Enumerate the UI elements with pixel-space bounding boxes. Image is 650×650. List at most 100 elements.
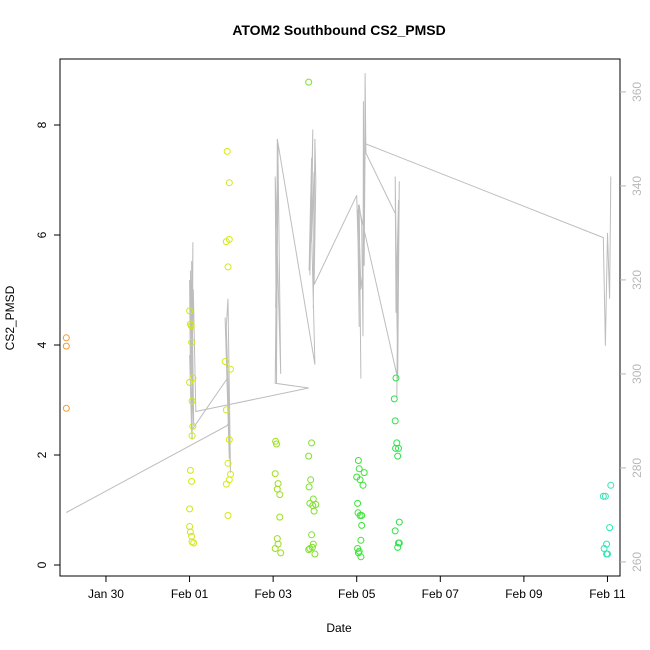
data-point — [276, 513, 284, 521]
data-point — [607, 481, 615, 489]
secondary-line-layer — [66, 73, 612, 513]
data-point — [354, 457, 362, 464]
data-point — [273, 440, 280, 448]
data-point — [225, 235, 233, 243]
data-point — [305, 452, 313, 460]
points-layer — [62, 78, 615, 561]
data-point — [62, 404, 70, 412]
chart-title: ATOM2 Southbound CS2_PMSD — [232, 22, 445, 38]
data-point — [273, 485, 281, 493]
data-point — [188, 397, 196, 405]
data-point — [358, 512, 366, 519]
data-point — [224, 459, 232, 467]
x-tick-label: Feb 07 — [422, 587, 460, 601]
data-point — [271, 470, 279, 478]
data-point — [305, 546, 313, 554]
x-tick-label: Feb 05 — [338, 587, 376, 601]
data-point — [355, 465, 363, 473]
y-tick-label: 0 — [35, 561, 49, 568]
data-point — [186, 505, 194, 513]
data-point — [395, 444, 402, 452]
y2-tick-label: 360 — [630, 82, 644, 102]
data-point — [394, 452, 402, 460]
data-point — [606, 524, 614, 532]
data-point — [391, 527, 399, 535]
y2-tick-label: 260 — [630, 552, 644, 572]
data-point — [357, 536, 365, 544]
data-point — [354, 499, 362, 507]
data-point — [307, 476, 315, 484]
data-point — [189, 422, 197, 430]
data-point — [599, 492, 607, 500]
data-point — [601, 492, 609, 500]
data-point — [186, 378, 194, 386]
data-point — [221, 358, 229, 365]
data-point — [600, 545, 608, 552]
data-point — [311, 550, 319, 558]
data-point — [222, 480, 230, 488]
data-point — [62, 334, 70, 342]
data-point — [188, 538, 196, 546]
data-point — [225, 436, 233, 444]
data-point — [277, 549, 285, 557]
data-point — [222, 406, 230, 414]
data-point — [190, 539, 198, 547]
x-tick-label: Feb 11 — [589, 587, 626, 601]
data-point — [271, 545, 279, 552]
x-tick-label: Jan 30 — [88, 587, 124, 601]
data-point — [394, 543, 402, 551]
data-point — [360, 469, 368, 477]
data-point — [390, 395, 398, 403]
data-point — [309, 495, 317, 503]
data-point — [305, 78, 313, 86]
data-point — [392, 444, 400, 452]
data-point — [395, 518, 403, 526]
data-point — [357, 553, 365, 561]
data-point — [187, 322, 195, 330]
secondary-series-line — [66, 73, 612, 513]
data-point — [276, 491, 284, 499]
data-point — [189, 374, 197, 382]
y-axis: 0 2 4 6 8 — [35, 121, 60, 568]
data-point — [305, 483, 313, 491]
y-tick-label: 6 — [35, 231, 49, 238]
y-tick-label: 2 — [35, 451, 49, 458]
y2-tick-label: 300 — [630, 364, 644, 384]
data-point — [188, 432, 196, 440]
data-point — [359, 481, 367, 489]
data-point — [310, 507, 318, 515]
x-tick-label: Feb 01 — [171, 587, 209, 601]
y-axis-label: CS2_PMSD — [3, 285, 17, 350]
data-point — [308, 439, 316, 447]
data-point — [227, 365, 234, 373]
data-point — [188, 338, 196, 346]
data-point — [604, 550, 611, 558]
data-point — [392, 374, 400, 382]
plot-box — [59, 58, 621, 577]
x-axis: Jan 30 Feb 01 Feb 03 Feb 05 Feb 07 Feb 09 Feb … — [88, 576, 626, 601]
data-point — [308, 531, 316, 539]
y2-tick-label: 280 — [630, 458, 644, 478]
data-point — [186, 528, 194, 536]
data-point — [308, 543, 316, 551]
data-point — [186, 307, 194, 315]
x-tick-label: Feb 09 — [505, 587, 543, 601]
data-point — [225, 476, 233, 484]
data-point — [225, 179, 233, 187]
data-point — [223, 147, 231, 155]
y2-axis: 260 280 300 320 340 360 — [620, 82, 644, 572]
y-tick-label: 8 — [35, 121, 49, 128]
data-point — [274, 540, 282, 548]
data-point — [356, 476, 364, 484]
data-point — [62, 342, 70, 350]
x-axis-label: Date — [326, 621, 352, 635]
x-tick-label: Feb 03 — [254, 587, 292, 601]
data-point — [188, 477, 196, 485]
data-point — [309, 540, 317, 548]
data-point — [358, 521, 366, 529]
plot-frame — [59, 58, 621, 577]
y2-tick-label: 340 — [630, 176, 644, 196]
data-point — [186, 466, 194, 474]
data-point — [224, 263, 232, 271]
